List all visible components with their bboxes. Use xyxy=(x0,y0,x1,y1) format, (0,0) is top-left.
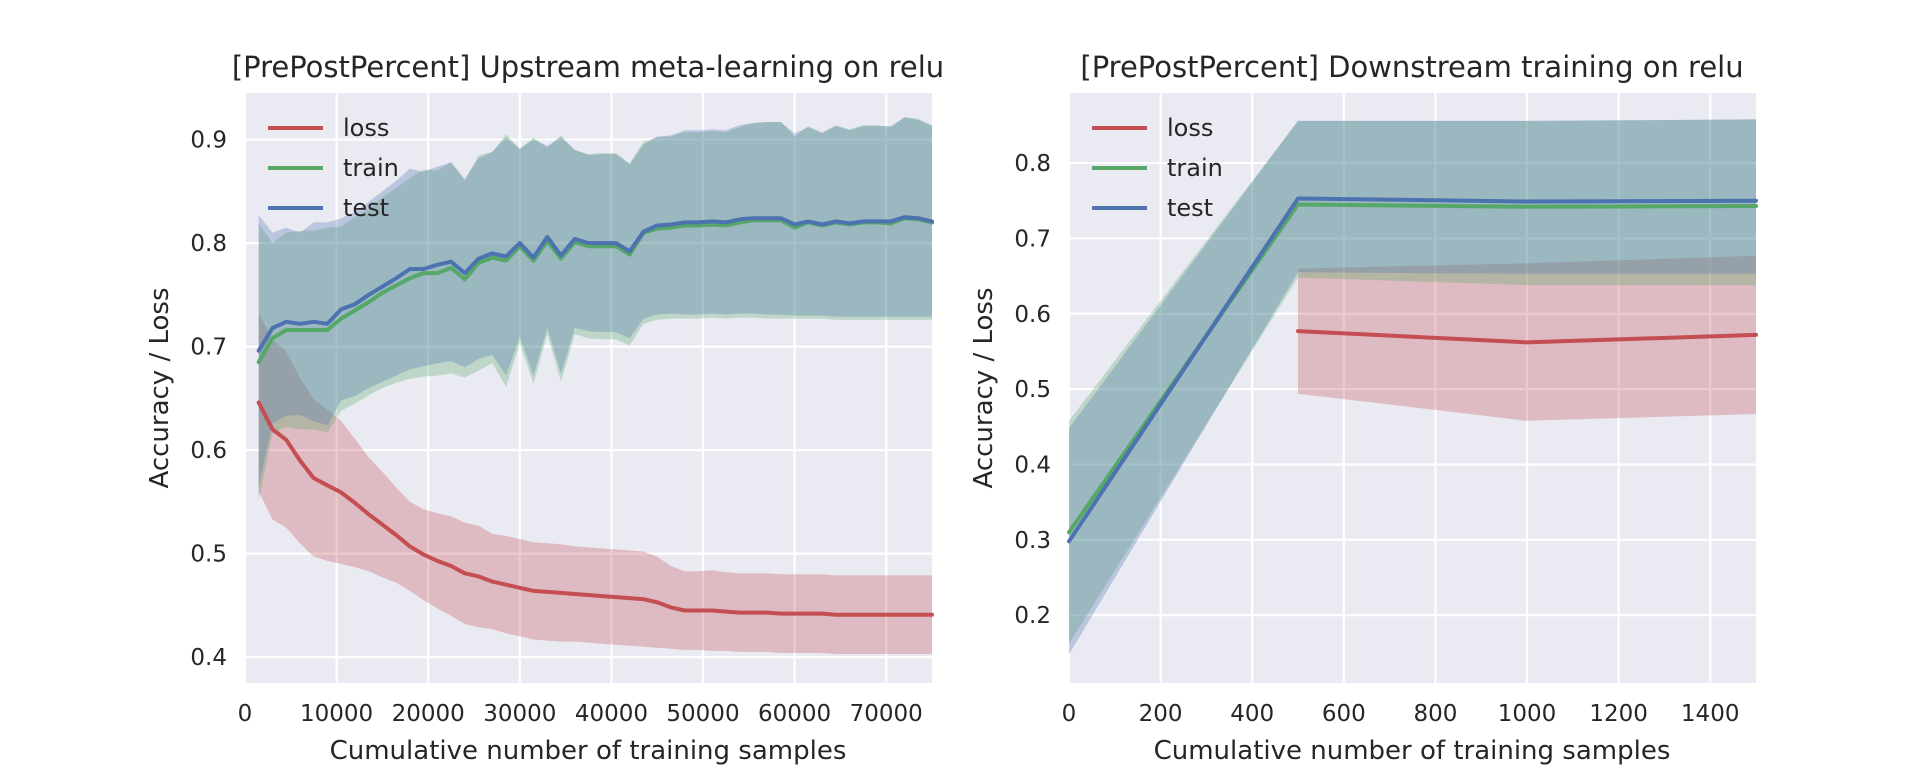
y-tick-label: 0.4 xyxy=(1014,452,1051,478)
loss-band xyxy=(258,313,932,654)
y-tick-label: 0.6 xyxy=(1014,302,1051,328)
x-tick-label: 20000 xyxy=(392,701,465,727)
y-tick-label: 0.8 xyxy=(1014,151,1051,177)
loss-band xyxy=(1298,255,1756,421)
x-tick-label: 0 xyxy=(1062,701,1077,727)
x-tick-label: 800 xyxy=(1413,701,1457,727)
x-tick-label: 60000 xyxy=(758,701,831,727)
loss-line xyxy=(1296,329,1758,345)
legend: loss train test xyxy=(1092,114,1223,222)
legend-label-test: test xyxy=(343,194,389,222)
y-tick-label: 0.7 xyxy=(190,335,227,361)
x-tick-label: 400 xyxy=(1230,701,1274,727)
plot-area xyxy=(245,93,932,683)
legend-label-train: train xyxy=(343,154,399,182)
series-lines xyxy=(256,215,934,617)
x-tick-label: 40000 xyxy=(575,701,648,727)
x-axis-label: Cumulative number of training samples xyxy=(1154,736,1671,766)
x-tick-label: 200 xyxy=(1139,701,1183,727)
test-line xyxy=(1067,196,1758,544)
x-tick-label: 70000 xyxy=(850,701,923,727)
x-tick-label: 600 xyxy=(1322,701,1366,727)
test-line xyxy=(256,215,934,353)
legend: loss train test xyxy=(268,114,399,222)
test-band xyxy=(258,117,932,487)
y-tick-label: 0.4 xyxy=(190,645,227,671)
x-tick-label: 50000 xyxy=(666,701,739,727)
test-band xyxy=(1069,119,1756,655)
downstream-chart: 0 200 400 600 800 1000 1200 1400 0.20.30.40.50.… xyxy=(969,50,1758,766)
y-tick-label: 0.6 xyxy=(190,438,227,464)
y-tick-label: 0.8 xyxy=(190,231,227,257)
x-tick-labels: 0 200 400 600 800 1000 1200 1400 xyxy=(1062,701,1740,727)
gridlines xyxy=(243,93,932,683)
gridlines xyxy=(1067,93,1756,683)
y-tick-label: 0.3 xyxy=(1014,528,1051,554)
x-tick-label: 30000 xyxy=(483,701,556,727)
x-tick-label: 1400 xyxy=(1681,701,1740,727)
train-band xyxy=(258,116,932,501)
train-band xyxy=(1069,119,1756,644)
y-tick-label: 0.2 xyxy=(1014,603,1051,629)
x-tick-labels: 0 10000 20000 30000 40000 50000 60000 70000 xyxy=(238,701,923,727)
y-tick-label: 0.5 xyxy=(1014,377,1051,403)
legend-label-loss: loss xyxy=(343,114,389,142)
y-axis-label: Accuracy / Loss xyxy=(145,287,175,488)
y-tick-labels: 0.4 0.5 0.6 0.7 0.8 0.9 xyxy=(190,128,227,672)
x-axis-label: Cumulative number of training samples xyxy=(330,736,847,766)
x-tick-label: 1200 xyxy=(1589,701,1648,727)
confidence-bands xyxy=(258,116,932,654)
chart-title: [PrePostPercent] Downstream training on … xyxy=(1080,50,1743,84)
y-tick-label: 0.7 xyxy=(1014,226,1051,252)
upstream-chart: 0 10000 20000 30000 40000 50000 60000 70000 0.4… xyxy=(145,50,944,766)
legend-label-train: train xyxy=(1167,154,1223,182)
legend-label-loss: loss xyxy=(1167,114,1213,142)
y-axis-label: Accuracy / Loss xyxy=(969,287,999,488)
x-tick-label: 10000 xyxy=(300,701,373,727)
loss-line xyxy=(256,400,934,617)
y-tick-label: 0.5 xyxy=(190,542,227,568)
x-tick-label: 0 xyxy=(238,701,253,727)
y-tick-label: 0.9 xyxy=(190,128,227,154)
y-tick-labels: 0.2 0.3 0.4 0.5 0.6 0.7 0.8 xyxy=(1014,151,1051,629)
plot-area xyxy=(1069,93,1756,683)
series-lines xyxy=(1067,196,1758,544)
x-tick-label: 1000 xyxy=(1498,701,1557,727)
chart-title: [PrePostPercent] Upstream meta-learning … xyxy=(232,50,944,84)
confidence-bands xyxy=(1069,119,1756,655)
legend-label-test: test xyxy=(1167,194,1213,222)
